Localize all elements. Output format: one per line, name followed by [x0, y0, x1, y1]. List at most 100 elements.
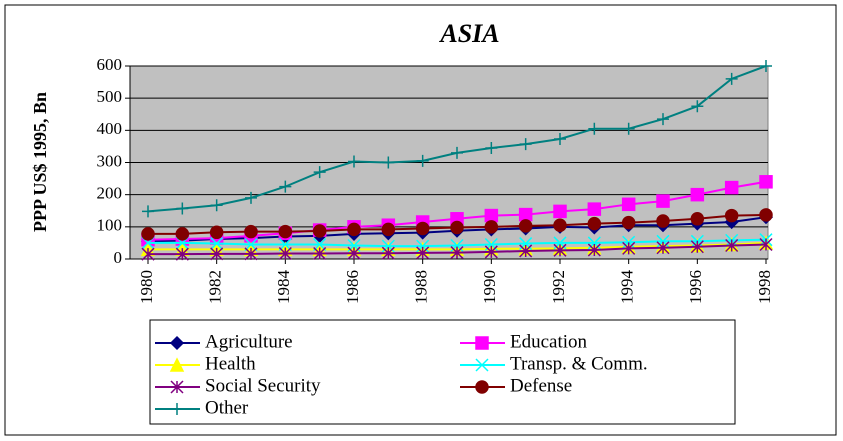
data-point — [691, 100, 704, 113]
data-point — [690, 212, 705, 226]
y-tick-label: 200 — [97, 184, 123, 203]
x-tick-label: 1998 — [755, 270, 774, 304]
legend-label: Social Security — [205, 375, 321, 396]
data-point — [553, 218, 567, 232]
data-point — [278, 224, 293, 239]
y-tick-label: 400 — [97, 119, 123, 138]
data-point — [450, 220, 464, 235]
x-tick-label: 1988 — [412, 270, 431, 304]
data-point — [656, 241, 670, 255]
data-point — [484, 245, 498, 259]
data-point — [621, 215, 636, 230]
y-tick-label: 300 — [97, 151, 123, 170]
legend-marker — [475, 336, 489, 350]
data-point — [141, 227, 155, 241]
data-point — [588, 122, 601, 135]
data-point — [244, 237, 258, 252]
data-point — [518, 219, 533, 233]
data-point — [622, 241, 636, 255]
data-point — [141, 247, 155, 261]
legend-label: Health — [205, 353, 256, 374]
data-point — [209, 225, 224, 240]
data-point — [519, 244, 533, 258]
data-point — [656, 214, 670, 228]
data-point — [485, 142, 498, 155]
x-tick-label: 1994 — [618, 270, 637, 305]
data-point — [210, 247, 224, 261]
legend-label: Other — [205, 397, 249, 418]
data-point — [621, 197, 636, 212]
data-point — [553, 204, 567, 219]
data-point — [587, 243, 601, 257]
legend-marker — [475, 380, 489, 394]
data-point — [760, 60, 772, 72]
data-point — [279, 180, 292, 193]
data-point — [484, 208, 499, 223]
legend — [149, 319, 736, 425]
data-point — [554, 133, 566, 146]
legend-label: Education — [510, 331, 588, 352]
y-axis-label: PPP US$ 1995, Bn — [30, 92, 50, 232]
data-point — [313, 247, 327, 261]
data-point — [725, 72, 738, 85]
data-point — [142, 205, 154, 218]
data-point — [347, 222, 361, 237]
data-point — [175, 247, 189, 261]
chart-title: ASIA — [438, 19, 499, 48]
y-tick-label: 600 — [97, 55, 123, 74]
data-point — [416, 239, 430, 253]
y-tick-label: 100 — [97, 216, 123, 235]
data-point — [553, 243, 567, 257]
x-tick-label: 1992 — [549, 270, 568, 304]
data-point — [450, 246, 464, 260]
legend-marker — [171, 403, 183, 415]
data-point — [312, 224, 327, 238]
data-point — [656, 194, 670, 208]
data-point — [759, 237, 773, 252]
y-tick-label: 0 — [114, 248, 123, 267]
legend-marker — [475, 358, 489, 372]
data-point — [657, 113, 669, 126]
legend-label: Defense — [510, 375, 572, 396]
data-point — [587, 216, 602, 231]
data-point — [245, 191, 257, 204]
data-point — [725, 238, 739, 253]
data-point — [244, 247, 258, 261]
legend-marker — [169, 335, 185, 351]
data-point — [759, 175, 773, 189]
data-point — [348, 155, 360, 168]
data-point — [176, 202, 189, 215]
data-point — [451, 146, 463, 159]
data-point — [416, 154, 429, 167]
data-point — [210, 199, 223, 212]
data-point — [278, 247, 292, 261]
legend-label: Transp. & Comm. — [510, 353, 648, 374]
data-point — [313, 166, 326, 179]
data-point — [724, 180, 739, 195]
legend-marker — [170, 380, 184, 394]
data-point — [519, 138, 532, 151]
data-point — [484, 220, 499, 234]
data-point — [690, 240, 704, 254]
legend-label: Agriculture — [205, 331, 293, 352]
data-point — [381, 246, 395, 260]
data-point — [175, 227, 190, 241]
legend-marker — [169, 357, 185, 372]
x-tick-label: 1986 — [343, 270, 362, 304]
x-tick-label: 1984 — [274, 270, 293, 305]
data-point — [381, 222, 396, 237]
data-point — [724, 208, 739, 223]
x-tick-label: 1990 — [480, 270, 499, 304]
data-point — [347, 246, 361, 260]
x-tick-label: 1982 — [206, 270, 225, 304]
data-point — [622, 122, 635, 135]
x-tick-label: 1980 — [137, 270, 156, 304]
data-point — [416, 246, 430, 260]
data-point — [382, 156, 395, 169]
data-point — [622, 235, 636, 249]
x-tick-label: 1996 — [686, 270, 705, 304]
y-tick-label: 500 — [97, 87, 123, 106]
data-point — [759, 208, 773, 222]
